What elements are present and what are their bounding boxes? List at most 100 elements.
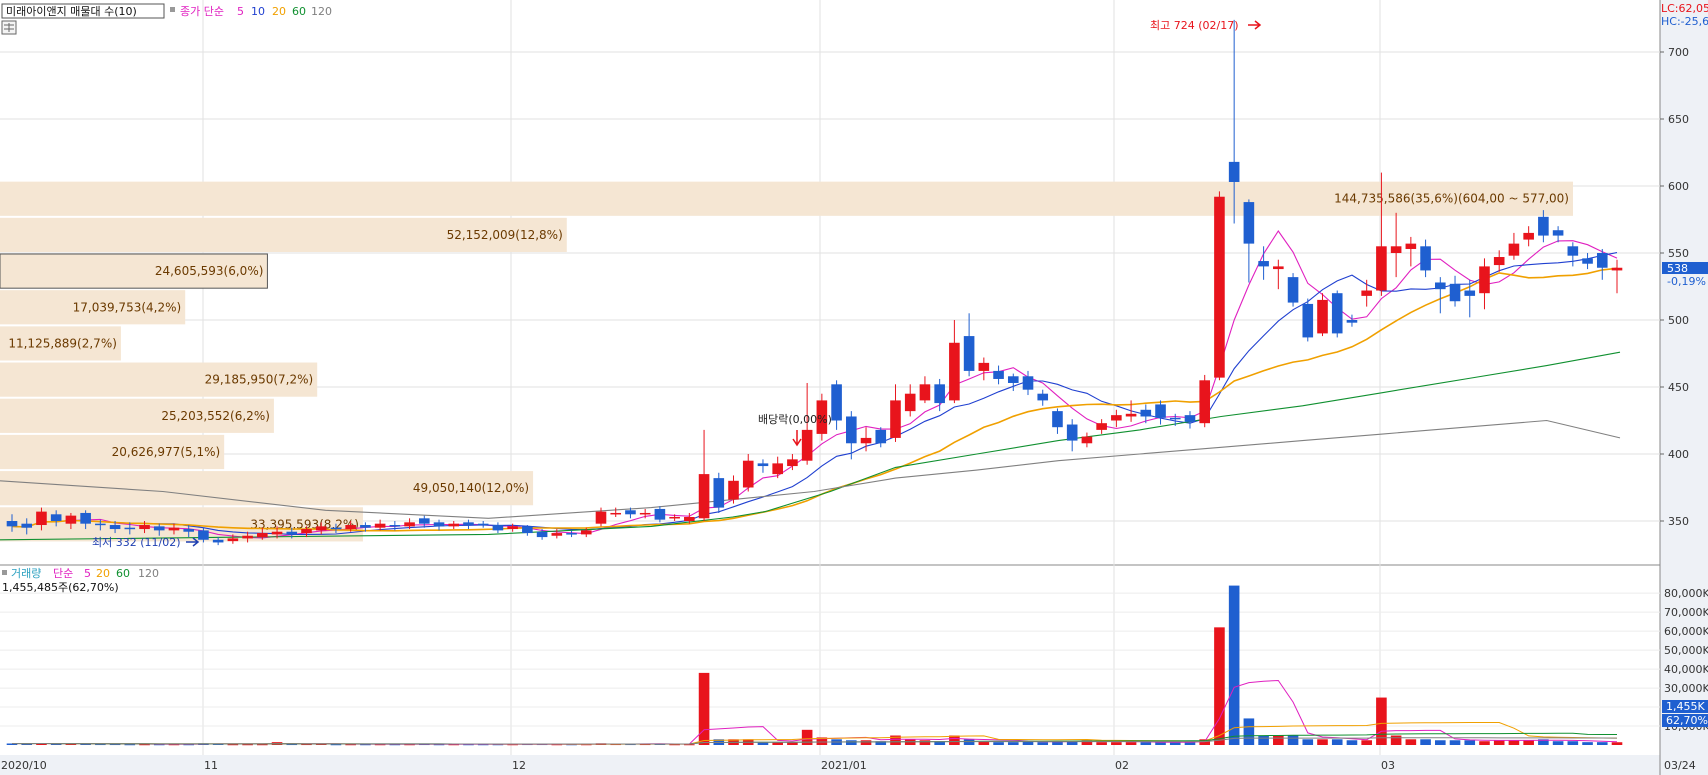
candle-body	[1361, 290, 1372, 296]
volume-profile-bar	[0, 434, 225, 470]
legend-marker	[170, 7, 175, 12]
volume-bar	[389, 744, 401, 746]
candle-body	[639, 512, 651, 515]
volume-bar	[919, 740, 931, 745]
candle-body	[360, 525, 371, 528]
volume-bar	[1287, 735, 1299, 745]
candle-body	[374, 523, 386, 528]
volume-legend-120: 120	[138, 567, 159, 580]
candle-body	[846, 416, 857, 444]
volume-bar	[978, 741, 990, 745]
candle-body	[65, 515, 77, 524]
candle-body	[993, 370, 1004, 379]
candle-body	[1066, 424, 1078, 441]
volume-bar	[1052, 741, 1063, 745]
volume-bar	[1346, 740, 1358, 745]
candle-body	[1125, 413, 1137, 417]
volume-last-pct: 62,70%	[1666, 714, 1708, 727]
candle-body	[522, 526, 533, 534]
volume-profile-bar	[0, 398, 274, 433]
price-tick-label: 350	[1668, 515, 1689, 528]
volume-bar	[1420, 739, 1431, 745]
candle-body	[242, 535, 253, 539]
candle-body	[1479, 266, 1490, 294]
ma-legend-120: 120	[311, 5, 332, 18]
volume-bar	[1435, 740, 1446, 745]
volume-bar	[1125, 742, 1137, 745]
candle-body	[1111, 415, 1122, 421]
volume-tick-label: 50,000K	[1664, 644, 1708, 657]
volume-profile-label: 20,626,977(5,1%)	[112, 445, 221, 459]
candle-body	[36, 511, 47, 526]
volume-legend-20: 20	[96, 567, 110, 580]
volume-bar	[492, 744, 504, 746]
candle-body	[831, 384, 842, 421]
volume-bar	[301, 744, 312, 746]
volume-bar	[345, 744, 356, 746]
volume-bar	[95, 744, 106, 746]
volume-bar	[1111, 742, 1122, 745]
candle-body	[1331, 293, 1343, 334]
candle-body	[1538, 216, 1549, 236]
volume-bar	[875, 741, 887, 745]
hc-label: HC:-25,6	[1661, 15, 1708, 28]
volume-bar	[315, 743, 327, 745]
candle-body	[21, 523, 33, 528]
volume-bar	[1184, 742, 1196, 745]
volume-bar	[1596, 742, 1608, 745]
candle-body	[1523, 232, 1534, 240]
candle-body	[227, 538, 239, 542]
candle-body	[1081, 436, 1093, 444]
volume-legend-5: 5	[84, 567, 91, 580]
candle-body	[551, 533, 563, 536]
volume-bar	[360, 744, 371, 746]
title-box[interactable]	[1, 3, 165, 19]
candle-body	[566, 533, 577, 535]
high-arrow-icon	[1248, 20, 1262, 30]
volume-bar	[124, 744, 136, 746]
candle-body	[610, 512, 622, 515]
candle-body	[698, 474, 710, 519]
volume-bar	[227, 744, 239, 746]
ma-legend-60: 60	[292, 5, 306, 18]
volume-profile-bar	[0, 362, 318, 397]
volume-legend-name: 거래량	[11, 567, 41, 580]
volume-bar	[1317, 739, 1328, 745]
volume-profile-bar	[0, 290, 186, 325]
candle-body	[448, 523, 460, 527]
volume-bar	[757, 742, 769, 745]
candle-body	[1346, 320, 1358, 323]
price-tick-label: 450	[1668, 381, 1689, 394]
current-price-tag	[1662, 262, 1708, 274]
volume-tick-label: 40,000K	[1664, 663, 1708, 676]
volume-bar	[448, 744, 460, 746]
volume-bar	[1449, 740, 1461, 745]
current-change: -0,19%	[1667, 275, 1706, 288]
candle-body	[1596, 253, 1608, 268]
volume-profile-label: 11,125,889(2,7%)	[8, 336, 117, 350]
volume-bar	[1007, 742, 1019, 745]
candle-body	[1007, 376, 1019, 383]
candle-body	[1464, 290, 1476, 296]
volume-bar	[139, 744, 150, 746]
candle-body	[816, 400, 828, 434]
volume-bar	[374, 744, 386, 746]
candle-body	[742, 460, 754, 488]
volume-ma-lines	[11, 679, 1618, 745]
candle-body	[50, 514, 62, 521]
volume-profile-label: 144,735,586(35,6%)(604,00 ~ 577,00)	[1334, 192, 1569, 206]
date-tick-label: 03	[1381, 759, 1395, 772]
current-price: 538	[1667, 262, 1688, 275]
candle-body	[787, 459, 798, 467]
volume-bar	[50, 743, 62, 745]
volume-bar	[168, 744, 180, 746]
volume-bar	[1567, 741, 1579, 745]
volume-bar	[1552, 741, 1564, 745]
volume-profile-bar	[0, 326, 121, 361]
candle-body	[301, 529, 312, 534]
volume-bar	[153, 744, 165, 746]
volume-bar	[21, 743, 33, 745]
volume-bar	[1243, 718, 1255, 745]
volume-bar	[1169, 742, 1181, 745]
candle-body	[1052, 411, 1063, 428]
